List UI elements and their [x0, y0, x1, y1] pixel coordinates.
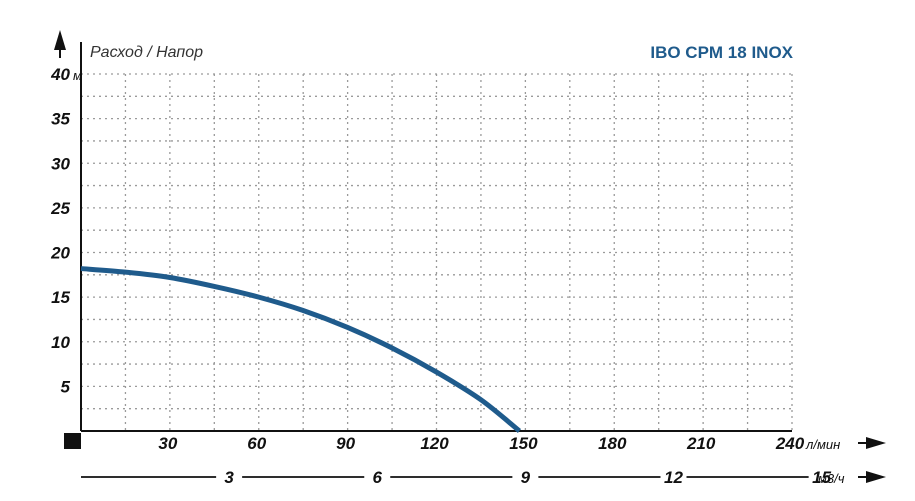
x2-tick-label: 15: [812, 468, 831, 487]
x2-tick-label: 12: [664, 468, 683, 487]
y-tick-label: 5: [61, 377, 71, 396]
tick-labels: 40 35 30 25 20 15 10 5 30 60 90 120 150 180 210 240 3 6 9 1…: [50, 65, 832, 487]
series: [80, 266, 522, 433]
y-axis-title: Расход / Напор: [90, 44, 203, 61]
x-tick-label: 180: [598, 434, 627, 453]
x2-tick-label: 3: [224, 468, 234, 487]
x2-tick-label: 9: [521, 468, 531, 487]
x2-axis-unit: м3/ч: [818, 471, 845, 486]
x-tick-label: 30: [158, 434, 177, 453]
y-tick-label: 25: [50, 199, 70, 218]
origin-square-icon: [64, 433, 81, 449]
y-tick-label: 30: [51, 154, 70, 173]
x-tick-label: 90: [336, 434, 355, 453]
x-axis-unit: л/мин: [805, 437, 840, 452]
x-tick-label: 210: [686, 434, 716, 453]
grid: [81, 73, 793, 431]
y-tick-label: 35: [51, 110, 70, 129]
y-tick-label: 15: [51, 288, 70, 307]
y-tick-label: 10: [51, 333, 70, 352]
x-tick-label: 150: [509, 434, 538, 453]
x-tick-label: 240: [775, 434, 805, 453]
x-axis-arrow-icon: [866, 437, 886, 449]
y-tick-label: 40: [50, 65, 70, 84]
x-tick-label: 60: [247, 434, 266, 453]
y-axis-arrow-icon: [54, 30, 66, 50]
x2-tick-label: 6: [373, 468, 383, 487]
chart-title: IBO CPM 18 INOX: [650, 43, 793, 62]
pump-curve-line: [80, 266, 522, 433]
x2-axis-arrow-icon: [866, 471, 886, 483]
y-tick-label: 20: [50, 244, 70, 263]
axes: [54, 30, 886, 483]
x-tick-label: 120: [420, 434, 449, 453]
y-axis-unit: м: [73, 68, 82, 83]
